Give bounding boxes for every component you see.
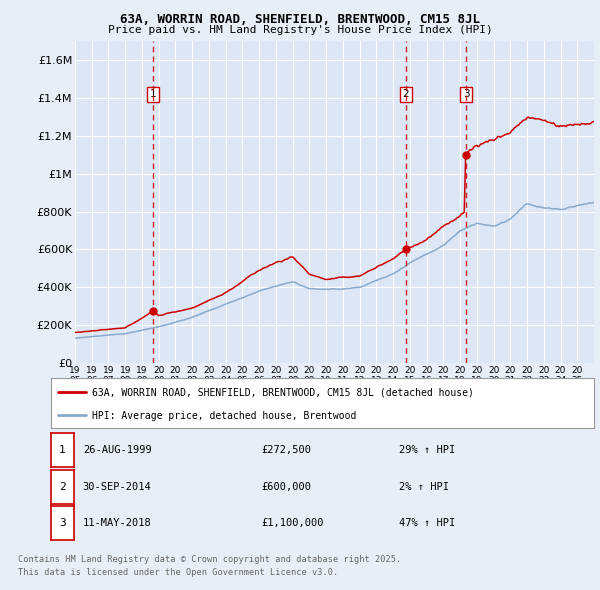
- Text: 30-SEP-2014: 30-SEP-2014: [83, 482, 152, 491]
- Text: 2: 2: [402, 89, 409, 99]
- Text: This data is licensed under the Open Government Licence v3.0.: This data is licensed under the Open Gov…: [18, 568, 338, 577]
- Text: HPI: Average price, detached house, Brentwood: HPI: Average price, detached house, Bren…: [92, 411, 356, 421]
- Text: 1: 1: [149, 89, 156, 99]
- Text: 11-MAY-2018: 11-MAY-2018: [83, 519, 152, 528]
- Text: 2: 2: [59, 482, 66, 491]
- Text: 3: 3: [463, 89, 469, 99]
- Text: 1: 1: [59, 445, 66, 455]
- Text: £1,100,000: £1,100,000: [261, 519, 323, 528]
- Text: 26-AUG-1999: 26-AUG-1999: [83, 445, 152, 455]
- Text: 3: 3: [59, 519, 66, 528]
- Text: 47% ↑ HPI: 47% ↑ HPI: [399, 519, 455, 528]
- Text: 63A, WORRIN ROAD, SHENFIELD, BRENTWOOD, CM15 8JL: 63A, WORRIN ROAD, SHENFIELD, BRENTWOOD, …: [120, 13, 480, 26]
- Text: 29% ↑ HPI: 29% ↑ HPI: [399, 445, 455, 455]
- Text: Contains HM Land Registry data © Crown copyright and database right 2025.: Contains HM Land Registry data © Crown c…: [18, 555, 401, 564]
- Text: 2% ↑ HPI: 2% ↑ HPI: [399, 482, 449, 491]
- Text: £272,500: £272,500: [261, 445, 311, 455]
- Text: Price paid vs. HM Land Registry's House Price Index (HPI): Price paid vs. HM Land Registry's House …: [107, 25, 493, 35]
- Text: 63A, WORRIN ROAD, SHENFIELD, BRENTWOOD, CM15 8JL (detached house): 63A, WORRIN ROAD, SHENFIELD, BRENTWOOD, …: [92, 388, 473, 398]
- Text: £600,000: £600,000: [261, 482, 311, 491]
